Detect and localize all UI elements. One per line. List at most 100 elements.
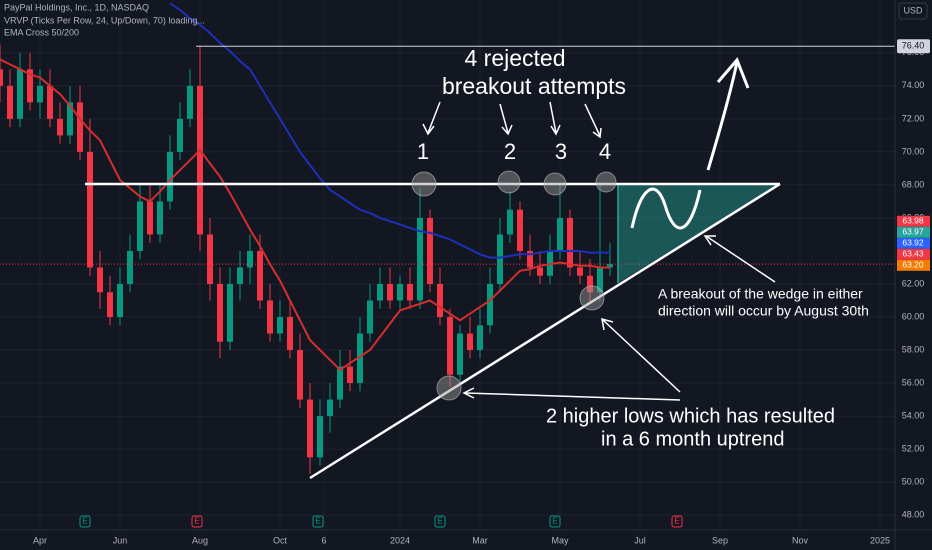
price-tag bbox=[897, 248, 930, 260]
attempt-number: 4 bbox=[599, 139, 611, 164]
y-tick-label: 50.00 bbox=[902, 476, 925, 486]
candle-body bbox=[317, 416, 323, 458]
earnings-label: E bbox=[674, 517, 679, 526]
earnings-label: E bbox=[315, 517, 320, 526]
price-tag-label: 63.98 bbox=[902, 216, 924, 226]
y-tick-label: 54.00 bbox=[902, 410, 925, 420]
candle-body bbox=[357, 333, 363, 384]
price-line-tag bbox=[897, 39, 930, 54]
price-tag bbox=[897, 237, 930, 249]
candle-body bbox=[567, 217, 573, 268]
candle-body bbox=[497, 234, 503, 284]
candle-body bbox=[407, 283, 413, 301]
arrow bbox=[499, 103, 513, 136]
attempt-number: 1 bbox=[417, 139, 429, 164]
y-tick-label: 74.00 bbox=[902, 80, 925, 90]
candle-body bbox=[427, 217, 433, 284]
candle-body bbox=[327, 399, 333, 417]
x-tick-label: Aug bbox=[192, 535, 208, 545]
candle-body bbox=[297, 350, 303, 400]
y-tick-label: 72.00 bbox=[902, 113, 925, 123]
candle-body bbox=[467, 333, 473, 351]
candle-body bbox=[537, 267, 543, 276]
candle-body bbox=[347, 366, 353, 384]
lows-note: 2 higher lows which has resulted bbox=[546, 405, 835, 427]
candle-body bbox=[267, 300, 273, 334]
annotation-arrows bbox=[422, 101, 776, 401]
candle-body bbox=[87, 151, 93, 268]
candle-body bbox=[77, 102, 83, 152]
touch-circle bbox=[411, 171, 437, 197]
candle-body bbox=[177, 118, 183, 152]
candle-body bbox=[0, 69, 3, 86]
candle-body bbox=[397, 283, 403, 301]
candle-body bbox=[367, 300, 373, 334]
candle-body bbox=[147, 201, 153, 235]
candle-body bbox=[187, 85, 193, 119]
touch-circle bbox=[595, 171, 617, 193]
x-tick-label: 2025 bbox=[870, 535, 890, 545]
candle-body bbox=[507, 209, 513, 235]
y-tick-label: 56.00 bbox=[902, 377, 925, 387]
candle-body bbox=[17, 69, 23, 119]
candle-body bbox=[287, 317, 293, 351]
x-tick-label: Mar bbox=[472, 535, 488, 545]
wedge-note: A breakout of the wedge in either bbox=[658, 286, 863, 302]
x-tick-label: 6 bbox=[321, 535, 326, 545]
earnings-label: E bbox=[194, 517, 199, 526]
candle-body bbox=[487, 283, 493, 326]
earnings-marker bbox=[671, 515, 683, 528]
candle-body bbox=[607, 264, 613, 268]
x-tick-label: 2024 bbox=[390, 535, 410, 545]
candle-body bbox=[197, 85, 203, 235]
candle-body bbox=[47, 85, 53, 119]
x-tick-label: Oct bbox=[273, 535, 288, 545]
candle-body bbox=[167, 151, 173, 202]
earnings-marker bbox=[79, 515, 91, 528]
candle-body bbox=[247, 250, 253, 268]
candle-body bbox=[57, 118, 63, 136]
price-line-label: 76.40 bbox=[902, 41, 925, 51]
attempt-number: 2 bbox=[504, 139, 516, 164]
price-tag-label: 63.97 bbox=[902, 227, 924, 237]
candle-body bbox=[67, 102, 73, 136]
candle-body bbox=[217, 283, 223, 342]
candle-body bbox=[437, 283, 443, 318]
touch-circle bbox=[436, 375, 462, 401]
candle-body bbox=[377, 283, 383, 301]
breakout-arrow bbox=[706, 61, 739, 171]
x-tick-label: Apr bbox=[33, 535, 47, 545]
candle-body bbox=[587, 275, 593, 293]
candle-body bbox=[97, 267, 103, 293]
arrow bbox=[549, 101, 561, 136]
touch-circle bbox=[497, 170, 521, 194]
earnings-label: E bbox=[437, 517, 442, 526]
x-tick-label: Nov bbox=[792, 535, 809, 545]
arrow bbox=[584, 103, 602, 139]
support-line bbox=[309, 182, 781, 480]
x-tick-label: Jun bbox=[113, 535, 128, 545]
y-tick-label: 60.00 bbox=[902, 311, 925, 321]
earnings-label: E bbox=[82, 517, 87, 526]
candle-body bbox=[257, 250, 263, 301]
price-tag bbox=[897, 259, 930, 271]
candle-body bbox=[527, 250, 533, 268]
annotation-heading: breakout attempts bbox=[442, 73, 626, 99]
candle-body bbox=[157, 201, 163, 235]
price-tag-label: 63.43 bbox=[902, 249, 924, 259]
currency[interactable]: USD bbox=[903, 5, 923, 15]
candle-body bbox=[557, 217, 563, 251]
x-tick-label: Jul bbox=[634, 535, 646, 545]
earnings-marker bbox=[434, 515, 446, 528]
candle-body bbox=[517, 209, 523, 251]
currency-box[interactable] bbox=[898, 2, 928, 20]
candle-body bbox=[447, 317, 453, 375]
earnings-marker bbox=[549, 515, 561, 528]
indicator-label: EMA Cross 50/200 bbox=[4, 27, 79, 37]
lows-note: in a 6 month uptrend bbox=[601, 428, 784, 450]
ema-line bbox=[169, 2, 610, 259]
price-tag bbox=[897, 226, 930, 238]
attempt-number: 3 bbox=[555, 139, 567, 164]
touch-circle bbox=[579, 285, 605, 311]
